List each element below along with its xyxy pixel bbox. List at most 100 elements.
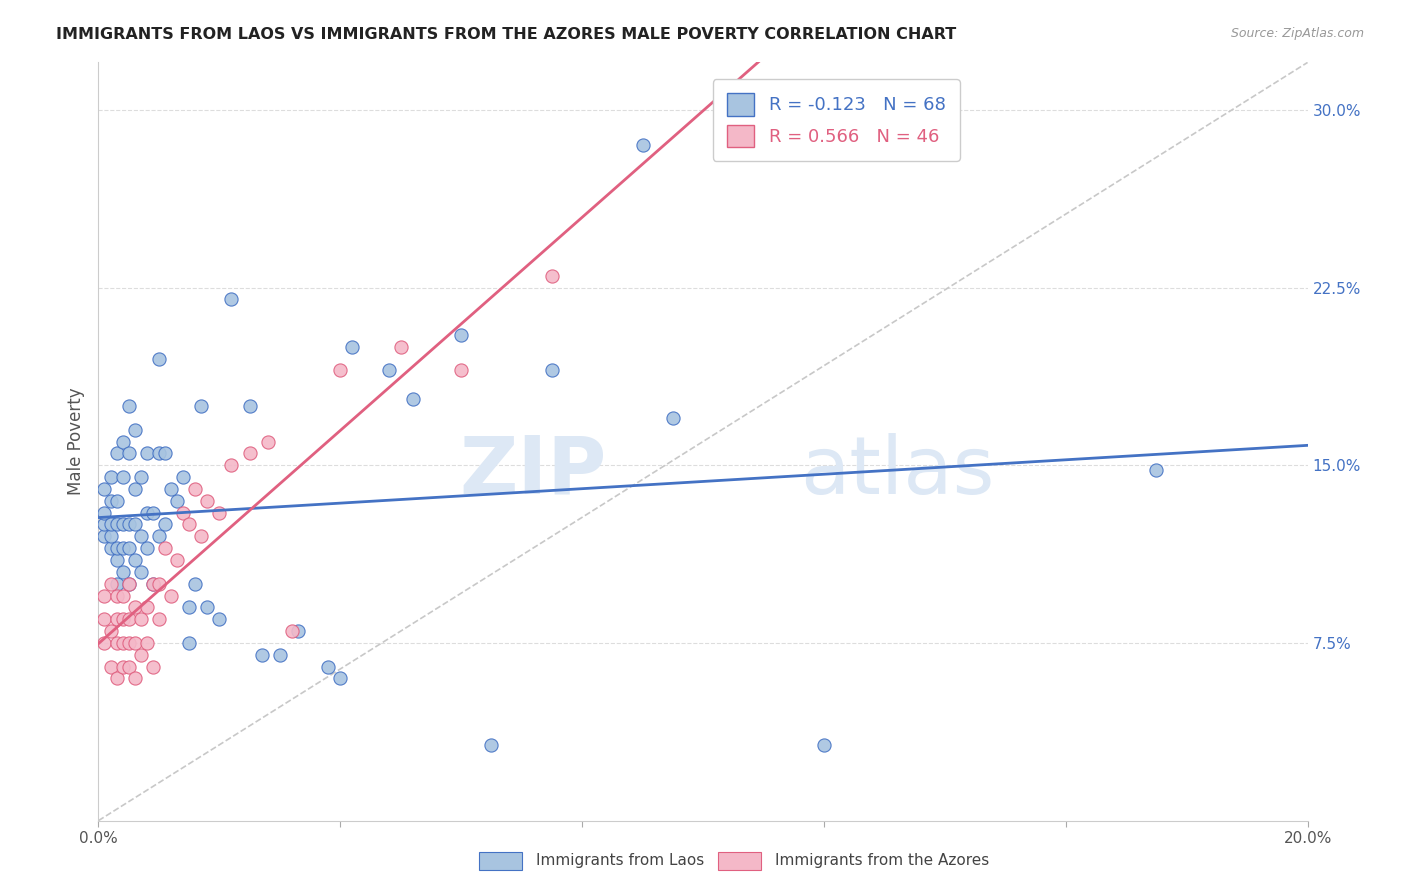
Point <box>190 399 212 413</box>
Point <box>118 659 141 673</box>
Point <box>450 363 472 377</box>
Point <box>221 458 243 473</box>
Point <box>100 624 122 639</box>
Point <box>153 446 176 460</box>
Point <box>239 399 262 413</box>
Point <box>661 410 683 425</box>
Point <box>239 446 262 460</box>
Point <box>256 434 278 449</box>
Point <box>481 738 503 752</box>
Point <box>389 340 412 354</box>
Point <box>129 612 152 626</box>
Point <box>195 600 218 615</box>
Text: Source: ZipAtlas.com: Source: ZipAtlas.com <box>1230 27 1364 40</box>
Point <box>100 470 122 484</box>
Point <box>195 493 218 508</box>
Point <box>105 636 128 650</box>
Legend: R = -0.123   N = 68, R = 0.566   N = 46: R = -0.123 N = 68, R = 0.566 N = 46 <box>713 79 960 161</box>
Point <box>129 529 152 543</box>
Point <box>329 363 352 377</box>
Point <box>100 659 122 673</box>
Point <box>184 482 207 496</box>
Point <box>148 612 170 626</box>
Point <box>1144 463 1167 477</box>
Point <box>93 482 115 496</box>
Point <box>118 576 141 591</box>
Point <box>287 624 309 639</box>
Point <box>100 493 122 508</box>
Point <box>105 553 128 567</box>
Point <box>153 541 176 556</box>
Point <box>105 612 128 626</box>
Text: Immigrants from the Azores: Immigrants from the Azores <box>775 854 988 868</box>
Point <box>111 612 134 626</box>
Point <box>111 517 134 532</box>
Text: IMMIGRANTS FROM LAOS VS IMMIGRANTS FROM THE AZORES MALE POVERTY CORRELATION CHAR: IMMIGRANTS FROM LAOS VS IMMIGRANTS FROM … <box>56 27 956 42</box>
Point <box>105 541 128 556</box>
Point <box>124 423 146 437</box>
Point <box>105 576 128 591</box>
Point <box>329 672 352 686</box>
Point <box>135 446 157 460</box>
Point <box>105 446 128 460</box>
Point <box>166 553 188 567</box>
Point <box>124 482 146 496</box>
Point <box>172 506 194 520</box>
Point <box>148 529 170 543</box>
Point <box>450 327 472 342</box>
Point <box>135 636 157 650</box>
Point <box>129 565 152 579</box>
Point <box>118 446 141 460</box>
Point <box>148 351 170 366</box>
Point <box>142 506 165 520</box>
Point <box>179 517 201 532</box>
Point <box>93 589 115 603</box>
Point <box>118 612 141 626</box>
Point <box>342 340 364 354</box>
Point <box>179 600 201 615</box>
Point <box>111 565 134 579</box>
Text: atlas: atlas <box>800 433 994 511</box>
Point <box>153 517 176 532</box>
Point <box>105 589 128 603</box>
Point <box>93 612 115 626</box>
Point <box>129 470 152 484</box>
Point <box>250 648 273 662</box>
Text: Immigrants from Laos: Immigrants from Laos <box>536 854 704 868</box>
Point <box>142 576 165 591</box>
Point <box>160 482 183 496</box>
Point <box>631 138 654 153</box>
Point <box>111 434 134 449</box>
Point <box>105 517 128 532</box>
Point <box>100 541 122 556</box>
Point <box>190 529 212 543</box>
Point <box>124 600 146 615</box>
Point <box>142 659 165 673</box>
Y-axis label: Male Poverty: Male Poverty <box>66 388 84 495</box>
Point <box>111 589 134 603</box>
Point <box>111 659 134 673</box>
Point <box>135 541 157 556</box>
Point <box>135 600 157 615</box>
Point <box>148 576 170 591</box>
Point <box>124 636 146 650</box>
Point <box>93 636 115 650</box>
Point <box>100 529 122 543</box>
Point <box>377 363 399 377</box>
Point <box>208 612 231 626</box>
Point <box>118 399 141 413</box>
Point <box>172 470 194 484</box>
Point <box>93 517 115 532</box>
Point <box>100 517 122 532</box>
Point <box>118 517 141 532</box>
Point <box>402 392 425 406</box>
Point <box>93 506 115 520</box>
Point <box>111 470 134 484</box>
Point <box>540 268 562 283</box>
Point <box>93 529 115 543</box>
Point <box>118 636 141 650</box>
Point <box>184 576 207 591</box>
Point <box>813 738 835 752</box>
Point <box>100 576 122 591</box>
Point <box>105 493 128 508</box>
